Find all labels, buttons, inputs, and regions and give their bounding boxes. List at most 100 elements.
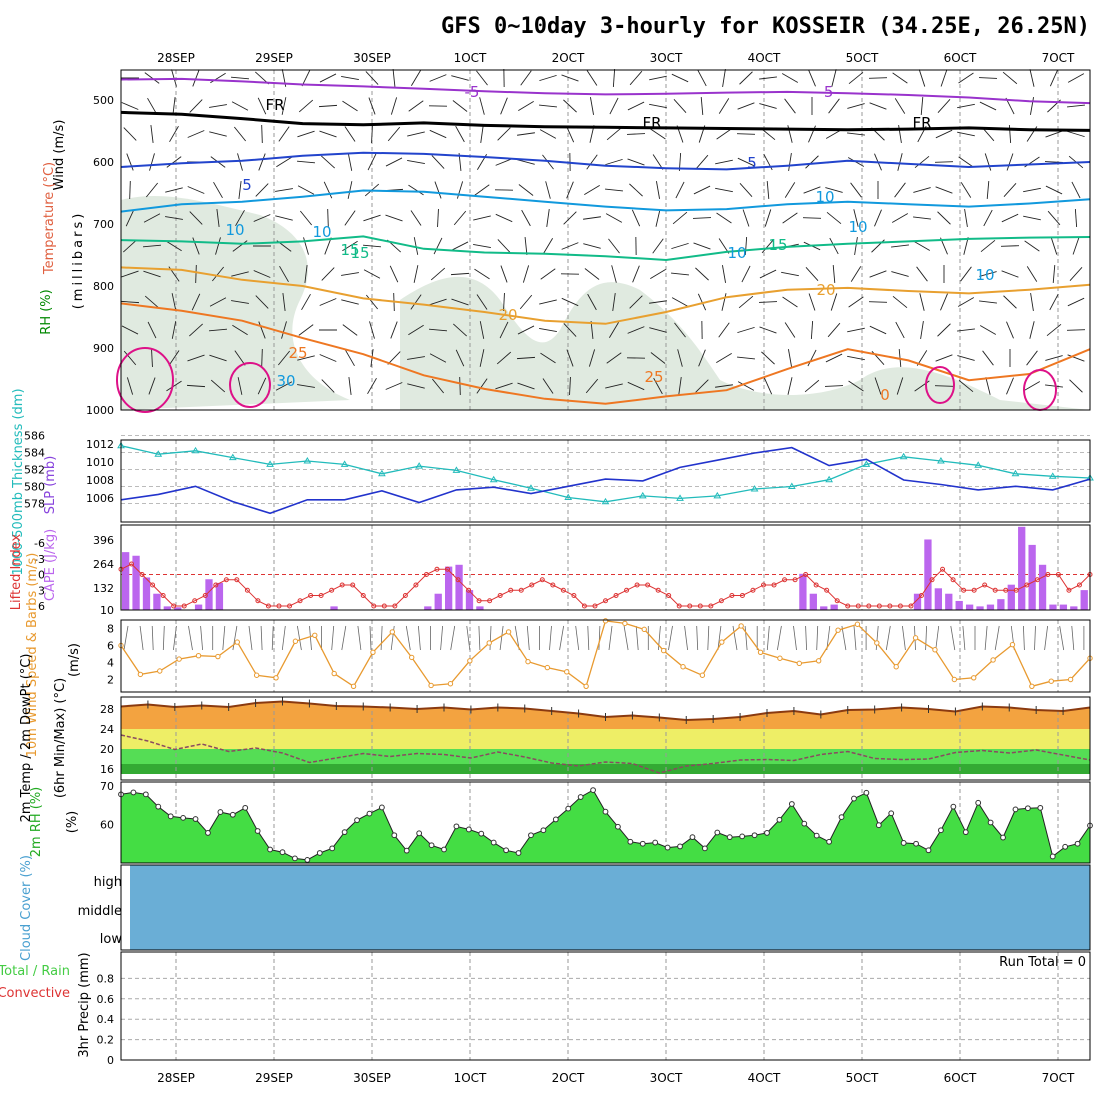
wind-barb [739, 71, 753, 85]
wind10-point [815, 658, 822, 664]
wind-barb [830, 293, 838, 311]
wind-barb [737, 157, 755, 167]
wind-barb [145, 182, 159, 198]
wind10-barb [489, 625, 492, 651]
wind-barb [437, 208, 439, 228]
wind-barb [408, 184, 424, 196]
wind-barb [165, 187, 183, 193]
date-label-top: 28SEP [157, 51, 195, 65]
wind10-point [157, 668, 163, 674]
rh2m-point [428, 842, 435, 849]
thickness-point [638, 491, 647, 499]
wind-barb [255, 295, 269, 309]
date-label-bottom: 1OCT [454, 1071, 487, 1085]
wind-barb [408, 100, 424, 112]
wind10-point [951, 676, 958, 683]
contour-label: FR [265, 96, 284, 114]
wind-barb [957, 328, 975, 332]
wind10-barb [405, 625, 411, 651]
rh-shading [121, 195, 1090, 410]
wind-barb [608, 238, 620, 254]
wind-barb [539, 299, 557, 305]
rh2m-point [416, 830, 423, 837]
wind-barb [297, 130, 315, 138]
wind-barb [896, 377, 904, 395]
lifted-tick: 0 [38, 569, 45, 582]
contour-label: 15 [350, 244, 369, 262]
wind-barb [629, 70, 643, 86]
wind-barb [759, 103, 777, 109]
wind-barb [649, 103, 667, 109]
rh2m-point [664, 844, 671, 851]
wind10-barb [984, 625, 988, 651]
cape-tick: 264 [93, 558, 114, 571]
lifted-index-point [213, 582, 219, 588]
wind-barb [479, 349, 485, 367]
wind-barb [500, 265, 508, 283]
wind-barb [390, 97, 398, 115]
wind10-barb [440, 625, 443, 651]
cape-bar [1059, 604, 1068, 610]
date-label-top: 3OCT [650, 51, 683, 65]
contour-label: 10 [815, 188, 834, 206]
wind10-point [680, 664, 686, 670]
wind-barb [979, 101, 997, 111]
wind-barb [129, 180, 131, 200]
cape-bar [1007, 584, 1015, 610]
wind-barb [586, 154, 598, 170]
wind-barb [540, 352, 556, 364]
wind10-barb [341, 625, 347, 651]
wind-barb [784, 98, 796, 114]
wind10-barb [1034, 625, 1036, 651]
isotherm-FR [120, 110, 1091, 132]
wind-barb [869, 102, 887, 110]
cape-bar [215, 582, 224, 610]
slp-tick: 1006 [86, 492, 114, 505]
wind-barb [1023, 215, 1041, 221]
thickness-point [415, 462, 424, 469]
lifted-index-point [866, 603, 872, 609]
cape-bar [1080, 590, 1088, 610]
wind10-line [120, 620, 1091, 688]
wind-barb [321, 379, 335, 393]
lifted-tick: 3 [38, 584, 45, 597]
pressure-tick: 500 [93, 94, 114, 107]
wind-barb [232, 240, 248, 252]
wind-barb [715, 384, 733, 388]
wind10-barb [1071, 625, 1075, 651]
wind-barb [913, 216, 931, 220]
wind-barb [920, 96, 924, 116]
wind-barb [126, 377, 134, 395]
lifted-index-point [497, 593, 503, 598]
wind-barb [166, 240, 182, 252]
wind-barb [824, 385, 844, 387]
wind-barb [1001, 270, 1019, 278]
wind10-point [467, 658, 473, 664]
wind-barb [451, 75, 469, 81]
wind10-point [215, 653, 221, 660]
contour-label: 15 [768, 236, 787, 254]
wind-barb [410, 70, 422, 86]
wind10-barb [587, 625, 590, 651]
cape-bar [1049, 604, 1057, 610]
wind10-point [893, 664, 899, 670]
wind-barb [147, 321, 157, 339]
wind-barb [937, 323, 951, 337]
contour-label: 10 [312, 223, 331, 241]
thickness-point [899, 452, 908, 460]
wind-barb [650, 268, 666, 280]
wind-barb [545, 181, 551, 199]
rh2m-point [341, 829, 348, 836]
wind10-barb [1023, 625, 1025, 651]
wind-barb [986, 180, 990, 200]
wind-barb [296, 160, 316, 164]
wind-barb [677, 349, 683, 367]
wind-barb [298, 99, 314, 113]
wind-barb [958, 72, 974, 84]
wind-barb [897, 153, 903, 171]
wind10-barb [962, 625, 966, 651]
thickness-tick: 580 [24, 481, 45, 494]
wind-barb [892, 295, 908, 309]
lifted-index-point [1076, 582, 1082, 588]
wind-barb [187, 354, 205, 362]
